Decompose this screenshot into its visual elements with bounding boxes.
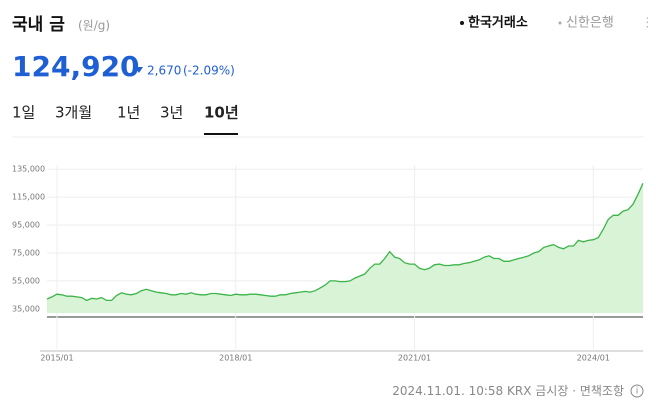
y-tick-label: 115,000 — [12, 193, 45, 202]
period-tab[interactable]: 3개월 — [55, 104, 92, 122]
change-pct: (-2.09%) — [183, 64, 235, 78]
y-tick-label: 135,000 — [12, 165, 45, 174]
area-fill — [47, 183, 643, 313]
source-tab[interactable]: 한국거래소 — [468, 15, 528, 31]
disclaimer[interactable]: 면책조항 — [580, 383, 624, 398]
x-tick-label: 2018/01 — [219, 354, 252, 363]
period-tab[interactable]: 10년 — [204, 104, 239, 122]
y-tick-label: 95,000 — [12, 221, 40, 230]
y-tick-label: 55,000 — [12, 276, 40, 285]
bullet — [460, 21, 464, 25]
y-tick-label: 75,000 — [12, 248, 40, 257]
period-tab[interactable]: 3년 — [160, 104, 183, 122]
period-tab[interactable]: 1일 — [12, 104, 35, 122]
period-tab[interactable]: 1년 — [117, 104, 140, 122]
title: 국내 금 — [12, 15, 65, 35]
price: 124,920 — [12, 50, 140, 83]
info-icon[interactable] — [630, 384, 644, 398]
x-tick-label: 2015/01 — [40, 354, 73, 363]
down-arrow — [135, 67, 143, 73]
timestamp: 2024.11.01. 10:58 KRX 금시장 · 면책조항 — [392, 383, 624, 398]
y-tick-label: 35,000 — [12, 304, 40, 313]
bullet — [558, 21, 562, 25]
x-tick-label: 2021/01 — [398, 354, 431, 363]
price-line — [46, 183, 644, 302]
unit: (원/g) — [78, 19, 110, 33]
period-tabs: 1일 3개월 1년 3년 10년 — [12, 104, 239, 135]
timestamp-text: 2024.11.01. 10:58 KRX 금시장 — [392, 384, 568, 398]
change: 2,670 — [147, 64, 181, 78]
source-tab[interactable]: 신한은행 — [566, 15, 614, 31]
separator: · — [568, 384, 579, 398]
info-icon-glyph: i — [636, 387, 639, 397]
x-tick-label: 2024/01 — [577, 354, 610, 363]
more-menu[interactable]: ⋮ — [641, 16, 654, 31]
